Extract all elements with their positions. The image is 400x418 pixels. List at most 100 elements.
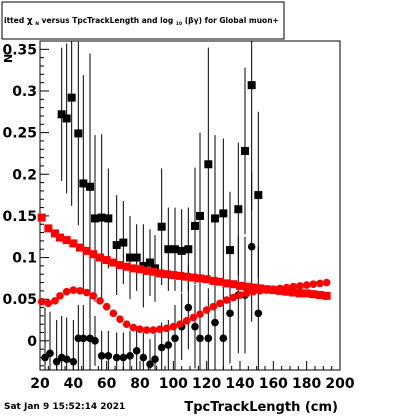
data-point-square	[196, 274, 204, 283]
x-tick-label: 180	[292, 376, 321, 392]
date-stamp: Sat Jan 9 15:52:14 2021	[4, 402, 125, 412]
data-point-square	[146, 258, 154, 267]
y-tick-label: 0.25	[2, 126, 37, 142]
data-point-square	[136, 265, 144, 274]
data-point-circle	[69, 357, 78, 366]
data-point-square	[309, 290, 318, 299]
title-chi-sub: N	[35, 21, 39, 27]
data-point-circle	[104, 352, 113, 360]
data-point-circle	[149, 326, 158, 334]
y-tick-label: 0.05	[2, 292, 37, 308]
data-point-square	[157, 222, 166, 231]
series-1	[41, 171, 263, 370]
data-point-square	[82, 246, 91, 255]
data-point-circle	[262, 286, 271, 294]
data-point-circle	[122, 320, 131, 328]
data-point-square	[162, 270, 171, 279]
y-tick-label: 0.3	[12, 84, 37, 100]
data-point-square	[222, 279, 231, 288]
data-point-circle	[282, 283, 291, 292]
data-point-circle	[242, 289, 251, 298]
data-point-square	[302, 289, 311, 298]
data-point-square	[249, 283, 258, 292]
data-point-square	[177, 246, 186, 255]
data-point-square	[67, 93, 76, 102]
data-point-circle	[102, 302, 111, 311]
data-point-circle	[296, 282, 304, 290]
data-point-square	[109, 258, 118, 267]
data-point-square	[216, 277, 224, 286]
x-tick-label: 40	[64, 376, 84, 392]
data-point-circle	[109, 309, 118, 318]
data-point-square	[289, 288, 298, 297]
data-point-circle	[97, 352, 106, 360]
data-point-square	[126, 253, 134, 262]
data-point-circle	[96, 297, 104, 305]
y-tick-label: 0.35	[2, 42, 37, 58]
data-point-square	[122, 262, 131, 271]
data-point-square	[149, 267, 158, 276]
data-point-circle	[289, 282, 298, 291]
y-axis: 0 0.05 0.1 0.15 0.2 0.25 0.3 0.35	[2, 40, 49, 367]
data-point-square	[242, 282, 251, 291]
series-3	[37, 278, 331, 334]
data-point-square	[296, 289, 304, 298]
x-tick-label: 120	[192, 376, 221, 392]
x-tick-label: 20	[30, 376, 50, 392]
data-point-circle	[322, 278, 331, 287]
data-point-square	[112, 241, 121, 250]
data-point-circle	[151, 355, 159, 363]
data-point-square	[169, 271, 178, 280]
data-point-square	[156, 269, 164, 278]
data-point-circle	[129, 323, 138, 332]
data-point-square	[219, 209, 228, 218]
data-point-circle	[189, 313, 198, 322]
data-point-square	[209, 276, 218, 285]
data-point-circle	[302, 281, 311, 289]
data-point-square	[57, 110, 66, 119]
title-chi: χ	[27, 16, 33, 26]
data-point-square	[316, 291, 324, 300]
data-point-square	[204, 160, 213, 169]
data-point-square	[184, 245, 193, 254]
data-point-square	[62, 114, 71, 123]
data-point-square	[142, 266, 151, 275]
data-point-square	[116, 261, 124, 270]
data-point-circle	[41, 353, 49, 362]
data-point-circle	[182, 317, 191, 325]
data-point-square	[129, 264, 138, 273]
data-point-circle	[236, 291, 244, 299]
data-point-square	[44, 224, 53, 233]
x-axis-label: TpcTrackLength (cm)	[184, 400, 338, 414]
data-point-circle	[171, 334, 179, 343]
x-tick-label: 60	[97, 376, 117, 392]
data-point-square	[236, 281, 244, 290]
x-tick-label: 100	[159, 376, 188, 392]
data-point-circle	[44, 299, 53, 308]
data-point-square	[74, 129, 83, 138]
data-point-circle	[119, 353, 128, 362]
data-point-square	[97, 213, 106, 222]
y-axis-label: N	[2, 54, 15, 63]
data-point-square	[104, 214, 113, 223]
data-point-circle	[82, 288, 91, 297]
data-point-square	[119, 238, 128, 247]
data-point-circle	[229, 293, 238, 302]
data-point-circle	[56, 292, 64, 300]
data-point-square	[254, 191, 263, 200]
data-point-circle	[316, 279, 324, 288]
data-point-circle	[226, 309, 234, 318]
x-axis: 20 40 60 80 100 120 140 160 180 200	[30, 361, 355, 392]
data-point-circle	[216, 299, 224, 308]
data-point-circle	[196, 310, 204, 318]
y-tick-label: 0.1	[12, 251, 37, 267]
data-point-circle	[196, 334, 204, 343]
data-point-square	[96, 253, 104, 262]
data-point-circle	[89, 292, 98, 300]
data-point-square	[89, 250, 98, 259]
data-point-circle	[156, 325, 164, 333]
data-point-circle	[69, 286, 78, 294]
title-log-sub: 10	[176, 21, 182, 27]
data-point-square	[189, 273, 198, 282]
